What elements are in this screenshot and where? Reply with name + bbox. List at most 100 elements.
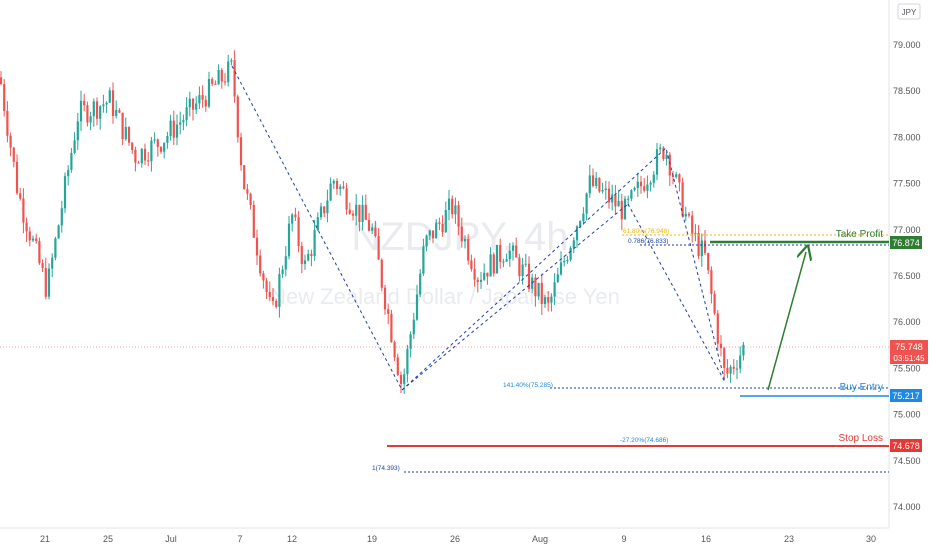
candle-body [6,110,9,136]
candle-body [115,110,118,117]
candle-body [569,247,572,260]
candle-body [723,348,726,368]
candle-body [636,181,639,189]
candle-body [284,256,287,270]
candle-body [649,182,652,185]
candle-body [143,148,147,161]
watermark-symbol: NZDJPY, 4h [351,215,568,259]
candle-body [275,300,278,307]
ext-neg272-label: -27.20%(74.686) [620,437,668,444]
candle-body [623,198,627,220]
candle-body [79,100,83,122]
take-profit-price-box [890,236,922,249]
buy-entry-price-box [890,389,922,402]
candle-body [198,95,201,104]
candle-body [28,231,31,241]
stop-loss-label: Stop Loss [839,433,883,444]
candle-body [339,186,342,190]
candle-body [607,188,611,203]
price-tick-label: 76.000 [893,317,921,327]
candle-body [233,60,236,97]
candle-body [483,272,486,280]
candle-body [553,282,556,297]
candle-body [422,246,425,274]
candle-body [307,253,310,261]
candle-body [543,297,547,305]
candle-body [710,270,713,294]
candle-body [694,232,697,234]
candle-body [41,263,44,269]
candle-body [617,200,620,207]
time-tick-label: 21 [40,534,50,544]
candle-body [556,274,559,283]
candle-body [463,239,467,242]
candle-body [406,348,409,375]
candle-body [547,297,550,303]
candle-body [172,120,175,138]
harmonic-pattern-lines [231,65,726,391]
candle-body [447,198,451,210]
time-axis[interactable]: 21 25 Jul 7 12 19 26 Aug 9 16 23 30 [40,534,876,544]
candle-body [348,209,351,214]
candle-body [131,142,134,150]
candle-body [252,204,255,238]
candle-body [0,77,3,85]
price-axis[interactable]: 79.000 78.500 78.000 77.500 77.000 76.500 76.0… [893,40,921,512]
candle-body [428,230,431,236]
candle-body [591,175,595,186]
candle-body [572,240,575,248]
candle-body [262,273,265,281]
candle-body [22,198,25,223]
currency-badge-box[interactable] [897,3,921,20]
candle-body [371,227,374,231]
candle-body [508,250,511,260]
candle-body [294,214,297,218]
candle-body [383,287,387,310]
candle-body [92,101,95,117]
candle-body [300,245,303,264]
candle-body [620,200,623,220]
candle-body [12,147,15,162]
time-tick-label: Jul [165,534,177,544]
candle-body [652,174,655,183]
candle-body [351,213,355,216]
stop-loss-price: 74.678 [892,441,920,451]
candle-body [687,213,691,216]
currency-badge[interactable]: JPY [902,8,917,17]
candle-body [668,154,671,176]
candle-body [684,213,687,217]
candle-body [390,313,393,343]
candle-body [195,103,198,110]
candle-body [665,154,668,159]
candle-body [470,260,473,270]
candle-body [99,106,102,119]
candle-body [323,206,326,214]
candle-body [316,217,319,231]
candle-body [124,126,127,140]
candle-body [566,259,569,262]
candle-body [207,79,211,107]
stop-loss-price-box [890,439,922,452]
candle-body [118,110,121,113]
candle-body [534,277,537,297]
candle-body [489,254,492,277]
time-tick-label: 19 [367,534,377,544]
candle-body [271,297,275,301]
price-tick-label: 76.500 [893,271,921,281]
candle-body [559,262,563,275]
time-tick-label: 26 [450,534,460,544]
candle-body [435,222,438,239]
candle-body [655,149,659,175]
candle-body [54,238,57,258]
candle-body [502,261,505,263]
candle-body [227,61,230,83]
candle-body [223,81,227,83]
candle-body [179,122,182,125]
candle-body [393,342,396,358]
candle-body [188,98,191,108]
candle-body [476,279,479,282]
candle-body [95,101,99,119]
candle-body [291,214,294,224]
candle-body [707,252,710,271]
